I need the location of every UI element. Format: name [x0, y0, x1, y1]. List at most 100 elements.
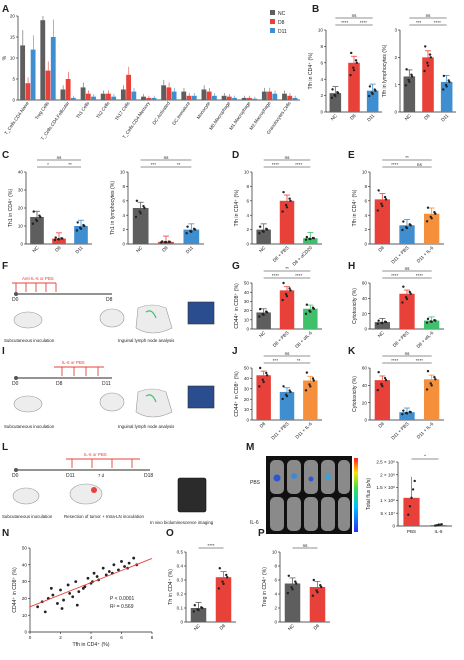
- legend-label: NC: [278, 11, 286, 17]
- data-point: [408, 80, 411, 83]
- data-point: [281, 397, 284, 401]
- chart-p: 0 2 4 6 8 10 Treg in CD4⁺ (%) NC D8 ns: [262, 543, 330, 631]
- significance-label: ****: [341, 20, 348, 25]
- y-tick-label: 4: [364, 213, 367, 218]
- significance-label: ****: [272, 273, 279, 278]
- bar: [191, 95, 197, 100]
- data-point: [407, 513, 410, 516]
- y-tick-label: 0: [364, 242, 367, 247]
- data-point: [402, 220, 405, 223]
- data-point: [425, 321, 429, 324]
- data-point: [380, 202, 383, 206]
- data-point: [309, 237, 312, 241]
- y-tick-label: 10: [362, 170, 368, 175]
- x-tick-label: 6: [120, 635, 123, 640]
- bar: [211, 95, 217, 100]
- x-tick-label: D11 + IL-6: [416, 421, 435, 440]
- y-axis-label: Cytotoxicity (%): [352, 288, 358, 324]
- y-tick-label: 2: [246, 227, 249, 232]
- y-tick-label: 0: [180, 620, 183, 625]
- bar: [52, 238, 66, 244]
- significance-label: ns: [57, 155, 63, 160]
- bar: [366, 90, 379, 112]
- data-point: [79, 227, 83, 230]
- data-point: [74, 580, 78, 583]
- data-point: [265, 371, 268, 375]
- data-point: [304, 238, 308, 241]
- data-point: [383, 376, 387, 380]
- x-tick-label: M2.Macrophage: [248, 100, 271, 130]
- bar: [85, 93, 91, 100]
- x-tick-label: D8: [219, 623, 227, 631]
- y-tick-label: 40: [362, 296, 368, 301]
- data-point: [218, 567, 221, 570]
- data-point: [76, 221, 79, 224]
- mouse-illustration: [69, 483, 103, 505]
- y-tick-label: 60: [362, 281, 368, 286]
- data-point: [442, 74, 446, 78]
- flow-cytometer-illustration: [187, 301, 215, 325]
- x-tick-label: D11: [74, 245, 84, 255]
- fit-line: [29, 557, 153, 608]
- data-point: [138, 210, 141, 213]
- data-point: [304, 389, 308, 392]
- y-tick-label: 1 × 10⁸: [380, 498, 395, 503]
- bar: [287, 95, 293, 100]
- data-point: [107, 570, 111, 573]
- y-tick-label: 0: [20, 242, 23, 247]
- data-point: [404, 296, 408, 299]
- y-tick-label: 2: [394, 55, 397, 60]
- data-point: [294, 580, 297, 583]
- x-tick-label: 2: [59, 635, 62, 640]
- significance-label: ****: [272, 162, 279, 167]
- bar: [329, 93, 342, 112]
- significance-label: ****: [434, 20, 441, 25]
- data-point: [405, 226, 409, 230]
- bar: [403, 76, 416, 112]
- y-tick-label: 10: [22, 613, 28, 618]
- x-tick-label: D8: [377, 421, 385, 429]
- step-label: Subcutaneous inoculation: [4, 424, 55, 429]
- data-point: [367, 94, 371, 98]
- data-point: [59, 588, 62, 592]
- bar: [261, 91, 267, 100]
- mouse-illustration: [12, 487, 40, 505]
- data-point: [112, 563, 116, 567]
- y-tick-label: 10: [120, 170, 126, 175]
- x-tick-label: T_Cells.CD4.Naive: [3, 100, 30, 135]
- panel-letter-f: F: [2, 261, 8, 272]
- data-point: [53, 238, 57, 242]
- data-point: [132, 556, 136, 560]
- y-tick-label: 30: [22, 579, 28, 584]
- data-point: [185, 232, 188, 235]
- data-point: [405, 297, 409, 301]
- y-axis-label: Tfh in CD4⁺ (%): [234, 189, 240, 226]
- data-point: [295, 582, 298, 585]
- significance-label: ***: [273, 358, 279, 363]
- panel-letter-a: A: [2, 4, 9, 15]
- y-tick-label: 8: [320, 44, 323, 49]
- data-point: [35, 219, 39, 223]
- data-point: [282, 281, 285, 285]
- chart-n: 0 10 20 30 40 50 0 2 4 6 8 CD44⁺ in CD8⁺ (%) Tfh in …: [12, 546, 154, 648]
- x-tick-label: Monocyte: [196, 100, 212, 120]
- data-point: [54, 236, 57, 239]
- y-tick-label: 2.5 × 10⁸: [376, 460, 395, 465]
- data-point: [289, 199, 292, 202]
- data-point: [289, 390, 292, 394]
- significance-label: **: [177, 162, 181, 167]
- x-tick-label: DC.Activated: [151, 100, 171, 125]
- bar: [186, 95, 192, 100]
- significance-label: ns: [417, 162, 423, 167]
- bar: [232, 97, 237, 100]
- bar: [100, 93, 106, 100]
- x-tick-label: NC: [330, 113, 339, 122]
- data-point: [376, 209, 379, 212]
- x-tick-label: 0: [29, 635, 32, 640]
- y-tick-label: 6: [246, 198, 249, 203]
- x-tick-label: NC: [377, 330, 386, 339]
- data-point: [355, 61, 358, 64]
- y-tick-label: 8: [246, 184, 249, 189]
- x-axis-label: Tfh in CD4⁺ (%): [72, 642, 109, 648]
- data-point: [413, 479, 416, 483]
